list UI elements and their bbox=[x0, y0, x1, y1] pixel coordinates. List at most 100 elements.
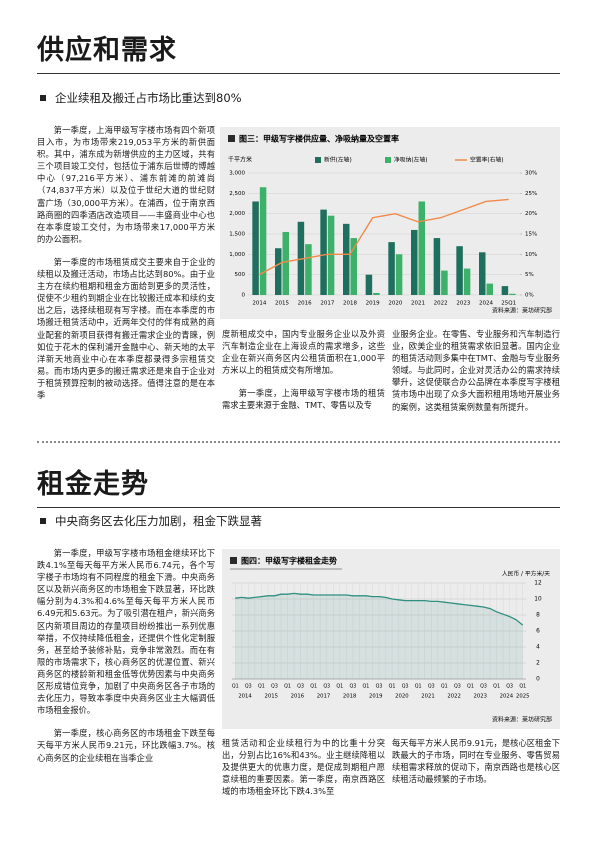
x-tick-label: Q1 bbox=[519, 684, 526, 690]
title-icon bbox=[228, 135, 235, 142]
x-tick-label: Q1 bbox=[467, 684, 474, 690]
year-label: 2024 bbox=[500, 694, 514, 700]
x-tick-label: 2017 bbox=[320, 301, 334, 307]
year-label: 2014 bbox=[238, 694, 252, 700]
x-tick-label: 2021 bbox=[411, 301, 425, 307]
bar bbox=[320, 209, 327, 295]
year-label: 2020 bbox=[395, 694, 409, 700]
y-tick-label: 8 bbox=[536, 613, 540, 619]
line bbox=[259, 198, 509, 276]
x-tick-label: Q1 bbox=[493, 684, 500, 690]
chart-source: 资料来源：莱坊研究部 bbox=[492, 716, 552, 724]
x-tick-label: Q1 bbox=[310, 684, 317, 690]
x-tick-label: 2018 bbox=[343, 301, 357, 307]
bar bbox=[305, 244, 312, 295]
divider bbox=[37, 441, 560, 443]
text-column: 业服务企业。在零售、专业服务和汽车制造行业，欧美企业的租赁需求依旧显著。国内企业… bbox=[392, 328, 560, 424]
bar bbox=[486, 283, 493, 295]
y-tick-label: 0 bbox=[536, 677, 540, 683]
bar bbox=[441, 270, 448, 295]
x-tick-label: Q3 bbox=[271, 684, 278, 690]
subtitle-text: 中央商务区去化压力加剧，租金下跌显著 bbox=[55, 514, 262, 528]
paragraph: 第一季度，核心商务区的市场租金下跌至每天每平方米人民币9.21元，环比跌幅3.7… bbox=[37, 728, 215, 763]
paragraph: 第一季度的市场租赁成交主要来自于企业的续租以及搬迁活动，市场占比达到80%。由于… bbox=[37, 256, 215, 400]
legend-label: 新供(左轴) bbox=[324, 156, 352, 164]
y-tick-label: 4 bbox=[536, 645, 540, 651]
y2-tick-label: 10% bbox=[525, 252, 537, 258]
x-tick-label: 2019 bbox=[366, 301, 380, 307]
x-tick-label: Q3 bbox=[323, 684, 330, 690]
x-tick-label: Q1 bbox=[336, 684, 343, 690]
bar bbox=[327, 215, 335, 295]
y2-tick-label: 20% bbox=[525, 211, 537, 217]
text-column: 第一季度，甲级写字楼市场租金继续环比下跌4.1%至每天每平方米人民币6.74元，… bbox=[37, 547, 215, 775]
x-tick-label: Q1 bbox=[258, 684, 265, 690]
year-label: 2016 bbox=[291, 694, 305, 700]
x-tick-label: 2014 bbox=[252, 301, 266, 307]
year-label: 2023 bbox=[474, 694, 487, 700]
x-tick-label: 2024 bbox=[479, 301, 493, 307]
y-axis-label: 人民币 / 平方米/天 bbox=[502, 570, 550, 578]
chart-title: 图三：甲级写字楼供应量、净吸纳量及空置率 bbox=[239, 134, 399, 144]
x-tick-label: 25Q1 bbox=[501, 301, 516, 307]
chart-title: 图四：甲级写字楼租金走势 bbox=[241, 556, 337, 566]
section-title: 租金走势 bbox=[37, 469, 149, 500]
legend-swatch bbox=[315, 157, 321, 163]
bar bbox=[418, 201, 425, 295]
year-label: 2021 bbox=[421, 694, 434, 700]
paragraph: 第一季度，上海甲级写字楼市场的租赁需求主要来源于金融、TMT、零售以及专 bbox=[222, 388, 385, 411]
text-column: 租赁活动和企业续租行为中的比重十分突出，分别占比16%和43%。业主继续降租以及… bbox=[222, 737, 385, 808]
paragraph: 第一季度，甲级写字楼市场租金继续环比下跌4.1%至每天每平方米人民币6.74元，… bbox=[37, 548, 215, 716]
legend-label: 净吸纳(左轴) bbox=[394, 156, 428, 164]
x-tick-label: Q1 bbox=[441, 684, 448, 690]
bar bbox=[252, 201, 259, 295]
x-tick-label: Q1 bbox=[232, 684, 239, 690]
subtitle-text: 企业续租及搬迁占市场比重达到80% bbox=[55, 91, 242, 105]
y-tick-label: 12 bbox=[534, 581, 542, 587]
x-tick-label: Q1 bbox=[389, 684, 396, 690]
rule bbox=[37, 73, 560, 74]
chart-box: 图四：甲级写字楼租金走势 资料来源：莱坊研究部 人民币 / 平方米/天 0 2 4 6 8 10… bbox=[222, 549, 560, 729]
year-label: 2018 bbox=[343, 694, 357, 700]
paragraph: 业服务企业。在零售、专业服务和汽车制造行业，欧美企业的租赁需求依旧显著。国内企业… bbox=[392, 329, 560, 412]
x-tick-label: Q1 bbox=[284, 684, 291, 690]
section-subtitle: 中央商务区去化压力加剧，租金下跌显著 bbox=[40, 513, 262, 529]
paragraph: 每天每平方米人民币9.91元，是核心区租金下跌最大的子市场，同时在专业服务、零售… bbox=[392, 738, 560, 785]
bar bbox=[343, 223, 350, 295]
x-tick-label: Q3 bbox=[480, 684, 487, 690]
bar bbox=[282, 231, 289, 295]
y2-tick-label: 0% bbox=[525, 293, 534, 299]
x-tick-label: 2023 bbox=[456, 301, 470, 307]
y-tick-label: 10 bbox=[534, 597, 542, 603]
x-tick-label: Q3 bbox=[297, 684, 304, 690]
x-tick-label: Q1 bbox=[415, 684, 422, 690]
x-tick-label: 2016 bbox=[298, 301, 312, 307]
bar bbox=[365, 274, 373, 295]
x-tick-label: Q3 bbox=[428, 684, 435, 690]
x-tick-label: Q3 bbox=[349, 684, 356, 690]
y2-tick-label: 25% bbox=[525, 191, 537, 197]
x-tick-label: 2015 bbox=[275, 301, 289, 307]
section-title: 供应和需求 bbox=[37, 35, 177, 66]
text-column: 每天每平方米人民币9.91元，是核心区租金下跌最大的子市场，同时在专业服务、零售… bbox=[392, 737, 560, 796]
year-label: 2022 bbox=[447, 694, 460, 700]
x-tick-label: 2020 bbox=[388, 301, 402, 307]
bar bbox=[509, 293, 516, 295]
x-tick-label: Q3 bbox=[454, 684, 461, 690]
text-column: 第一季度，上海甲级写字楼市场有四个新项目入市，为市场带来219,053平方米的新… bbox=[37, 124, 215, 412]
bar bbox=[433, 238, 441, 295]
y-tick-label: 500 bbox=[235, 272, 246, 278]
bar bbox=[373, 292, 380, 295]
chart-box: 图三：甲级写字楼供应量、净吸纳量及空置率 资料来源：莱坊研究部 千平方米 0 500 1,… bbox=[220, 127, 560, 319]
section-subtitle: 企业续租及搬迁占市场比重达到80% bbox=[40, 90, 242, 106]
text-column: 度新租成交中，国内专业服务企业以及外资汽车制造企业在上海设点的需求增多，这些企业… bbox=[222, 328, 385, 423]
bar bbox=[456, 246, 463, 295]
paragraph: 租赁活动和企业续租行为中的比重十分突出，分别占比16%和43%。业主继续降租以及… bbox=[222, 738, 385, 797]
paragraph: 第一季度，上海甲级写字楼市场有四个新项目入市，为市场带来219,053平方米的新… bbox=[37, 125, 215, 244]
legend-label: 空置率(右轴) bbox=[470, 156, 504, 164]
year-label: 2015 bbox=[264, 694, 277, 700]
x-tick-label: 2022 bbox=[434, 301, 448, 307]
title-icon bbox=[230, 557, 237, 564]
